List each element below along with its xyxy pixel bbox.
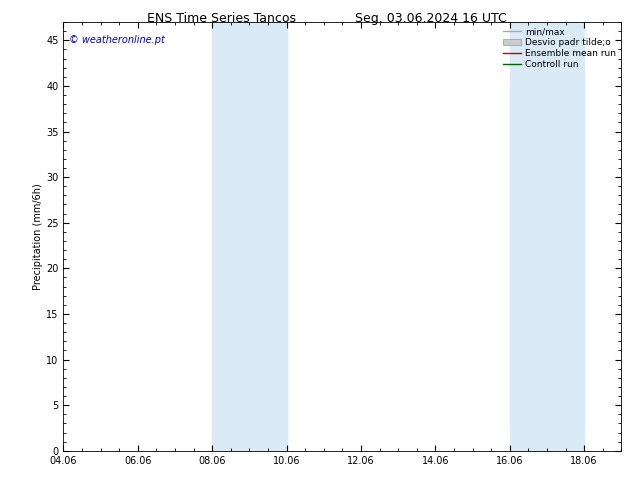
Bar [212,22,287,451]
Text: © weatheronline.pt: © weatheronline.pt [69,35,165,45]
Legend: min/max, Desvio padr tilde;o, Ensemble mean run, Controll run: min/max, Desvio padr tilde;o, Ensemble m… [500,24,619,73]
Text: ENS Time Series Tancos: ENS Time Series Tancos [147,12,297,25]
Text: Seg. 03.06.2024 16 UTC: Seg. 03.06.2024 16 UTC [355,12,507,25]
Bar [510,22,584,451]
Y-axis label: Precipitation (mm/6h): Precipitation (mm/6h) [33,183,43,290]
